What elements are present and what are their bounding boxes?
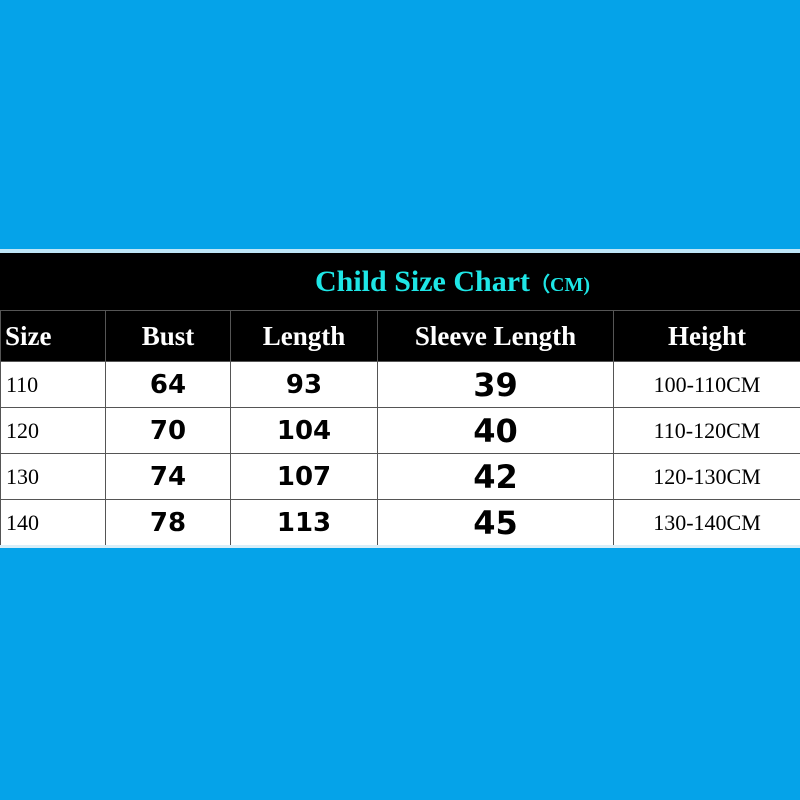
header-sleeve-length: Sleeve Length <box>377 310 614 362</box>
table-row: 120 70 104 40 110-120CM <box>0 407 800 454</box>
cell-sleeve-length: 42 <box>377 453 614 500</box>
table-row: 130 74 107 42 120-130CM <box>0 453 800 500</box>
cell-sleeve-length: 39 <box>377 361 614 408</box>
header-size: Size <box>0 310 106 362</box>
cell-height: 130-140CM <box>613 499 800 546</box>
cell-height: 120-130CM <box>613 453 800 500</box>
cell-length: 104 <box>230 407 378 454</box>
title-unit: （CM) <box>530 274 590 296</box>
header-row: Size Bust Length Sleeve Length Height <box>0 310 800 362</box>
cell-size: 110 <box>0 361 106 408</box>
top-divider <box>0 249 800 253</box>
cell-length: 93 <box>230 361 378 408</box>
cell-bust: 78 <box>105 499 231 546</box>
cell-height: 100-110CM <box>613 361 800 408</box>
cell-length: 113 <box>230 499 378 546</box>
header-height: Height <box>613 310 800 362</box>
cell-bust: 74 <box>105 453 231 500</box>
cell-size: 140 <box>0 499 106 546</box>
cell-length: 107 <box>230 453 378 500</box>
cell-sleeve-length: 45 <box>377 499 614 546</box>
cell-height: 110-120CM <box>613 407 800 454</box>
cell-sleeve-length: 40 <box>377 407 614 454</box>
table-row: 110 64 93 39 100-110CM <box>0 361 800 408</box>
cell-bust: 70 <box>105 407 231 454</box>
cell-bust: 64 <box>105 361 231 408</box>
title-text: Child Size Chart <box>315 265 531 298</box>
chart-title: Child Size Chart（CM) <box>0 253 800 310</box>
header-length: Length <box>230 310 378 362</box>
bottom-divider <box>0 545 800 548</box>
cell-size: 120 <box>0 407 106 454</box>
title-band: Child Size Chart（CM) <box>0 253 800 310</box>
table-row: 140 78 113 45 130-140CM <box>0 499 800 546</box>
cell-size: 130 <box>0 453 106 500</box>
size-table: Size Bust Length Sleeve Length Height 11… <box>0 310 800 546</box>
header-bust: Bust <box>105 310 231 362</box>
